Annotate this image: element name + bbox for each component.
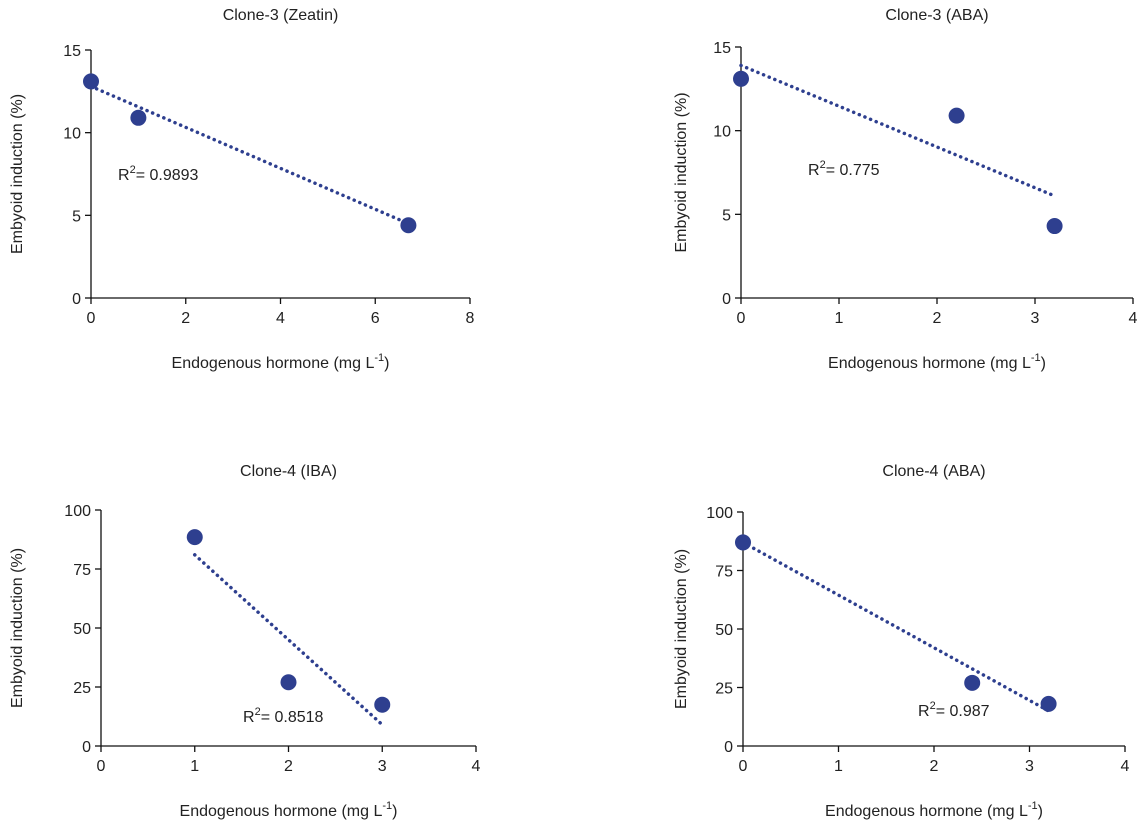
y-tick-label: 10 — [63, 126, 81, 143]
y-tick-label: 25 — [73, 680, 91, 697]
r-squared-text: R — [118, 167, 130, 184]
x-tick-label: 2 — [933, 310, 942, 327]
x-tick-label: 3 — [378, 758, 387, 775]
r-squared-annotation: R2= 0.775 — [808, 159, 880, 179]
data-point — [400, 217, 417, 234]
x-tick-label: 0 — [97, 758, 106, 775]
r-squared-text: = 0.9893 — [136, 167, 199, 184]
y-tick-label: 75 — [715, 564, 733, 581]
y-axis-label: Embyoid induction (%) — [673, 92, 690, 252]
x-tick-label: 1 — [190, 758, 199, 775]
y-tick-label: 75 — [73, 562, 91, 579]
trendline — [739, 63, 1057, 198]
y-tick-label: 0 — [82, 739, 91, 756]
r-squared-text: R — [243, 709, 255, 726]
data-point — [1046, 218, 1063, 235]
x-axis-label-text: Endogenous hormone (mg L — [825, 803, 1028, 820]
x-axis-label-text: ) — [384, 355, 389, 372]
y-tick-label: 100 — [64, 503, 91, 520]
y-tick-label: 0 — [724, 739, 733, 756]
x-tick-label: 0 — [87, 310, 96, 327]
data-point — [186, 529, 203, 546]
x-tick-label: 4 — [276, 310, 285, 327]
y-tick-label: 0 — [722, 291, 731, 308]
x-axis-label-text: Endogenous hormone (mg L — [172, 355, 375, 372]
x-tick-label: 2 — [181, 310, 190, 327]
r-squared-annotation: R2= 0.987 — [918, 700, 990, 720]
data-point — [1040, 695, 1057, 712]
y-tick-label: 5 — [722, 207, 731, 224]
trendline — [193, 553, 384, 727]
y-tick-label: 50 — [73, 621, 91, 638]
x-axis-label: Endogenous hormone (mg L-1) — [172, 352, 390, 372]
chart: Clone-4 (ABA) 0 25 50 75 100 0 1 2 3 4 Endogenous h… — [673, 463, 1130, 820]
x-tick-label: 4 — [472, 758, 481, 775]
y-tick-label: 15 — [63, 43, 81, 60]
r-squared-text: R — [808, 162, 820, 179]
data-point — [733, 70, 749, 87]
y-tick-label: 100 — [706, 505, 733, 522]
r-squared-text: = 0.8518 — [261, 709, 324, 726]
x-axis-label-sup: -1 — [382, 800, 392, 812]
data-point — [948, 107, 965, 124]
data-point — [964, 674, 981, 691]
x-axis-label-text: ) — [1041, 355, 1046, 372]
chart: Clone-3 (Zeatin) 0 5 10 15 0 2 4 6 8 Endogenous ho… — [9, 7, 475, 372]
y-tick-label: 5 — [72, 208, 81, 225]
x-tick-label: 0 — [737, 310, 746, 327]
trendline — [741, 540, 1051, 713]
r-squared-text: R — [918, 703, 930, 720]
data-point — [735, 534, 751, 551]
y-tick-label: 50 — [715, 622, 733, 639]
x-tick-label: 4 — [1121, 758, 1130, 775]
r-squared-annotation: R2= 0.8518 — [243, 706, 324, 726]
r-squared-annotation: R2= 0.9893 — [118, 164, 199, 184]
x-axis-label: Endogenous hormone (mg L-1) — [825, 800, 1043, 820]
x-tick-label: 6 — [371, 310, 380, 327]
r-squared-sup: 2 — [820, 159, 826, 171]
data-point — [83, 73, 99, 90]
x-axis-label-text: Endogenous hormone (mg L — [180, 803, 383, 820]
chart-title: Clone-3 (ABA) — [885, 7, 988, 24]
data-point — [130, 109, 147, 126]
x-axis-label: Endogenous hormone (mg L-1) — [828, 352, 1046, 372]
chart: Clone-3 (ABA) 0 5 10 15 0 1 2 3 4 Endogenous hormo… — [673, 7, 1138, 372]
data-point — [374, 696, 391, 713]
y-axis-label: Embyoid induction (%) — [673, 549, 690, 709]
x-tick-label: 4 — [1129, 310, 1138, 327]
y-tick-label: 25 — [715, 681, 733, 698]
x-tick-label: 3 — [1031, 310, 1040, 327]
y-tick-label: 15 — [713, 40, 731, 57]
x-tick-label: 1 — [835, 310, 844, 327]
y-tick-label: 0 — [72, 291, 81, 308]
y-axis-label: Embyoid induction (%) — [9, 94, 26, 254]
x-axis-label-sup: -1 — [1028, 800, 1038, 812]
chart-title: Clone-4 (IBA) — [240, 463, 337, 480]
x-tick-label: 2 — [284, 758, 293, 775]
data-point — [280, 674, 297, 691]
x-axis-label-text: ) — [392, 803, 397, 820]
x-tick-label: 8 — [466, 310, 475, 327]
x-axis-label-sup: -1 — [1031, 352, 1041, 364]
x-axis-label-text: ) — [1038, 803, 1043, 820]
chart-title: Clone-4 (ABA) — [882, 463, 985, 480]
x-axis-label-text: Endogenous hormone (mg L — [828, 355, 1031, 372]
chart: Clone-4 (IBA) 0 25 50 75 100 0 1 2 3 4 Endogenous h… — [9, 463, 481, 820]
r-squared-sup: 2 — [930, 700, 936, 712]
r-squared-sup: 2 — [130, 164, 136, 176]
y-tick-label: 10 — [713, 124, 731, 141]
x-tick-label: 2 — [930, 758, 939, 775]
x-axis-label-sup: -1 — [374, 352, 384, 364]
r-squared-text: = 0.775 — [826, 162, 880, 179]
trendline — [89, 84, 411, 226]
x-tick-label: 3 — [1025, 758, 1034, 775]
r-squared-text: = 0.987 — [936, 703, 990, 720]
x-tick-label: 0 — [739, 758, 748, 775]
chart-title: Clone-3 (Zeatin) — [223, 7, 339, 24]
y-axis-label: Embyoid induction (%) — [9, 548, 26, 708]
x-axis-label: Endogenous hormone (mg L-1) — [180, 800, 398, 820]
r-squared-sup: 2 — [255, 706, 261, 718]
x-tick-label: 1 — [834, 758, 843, 775]
